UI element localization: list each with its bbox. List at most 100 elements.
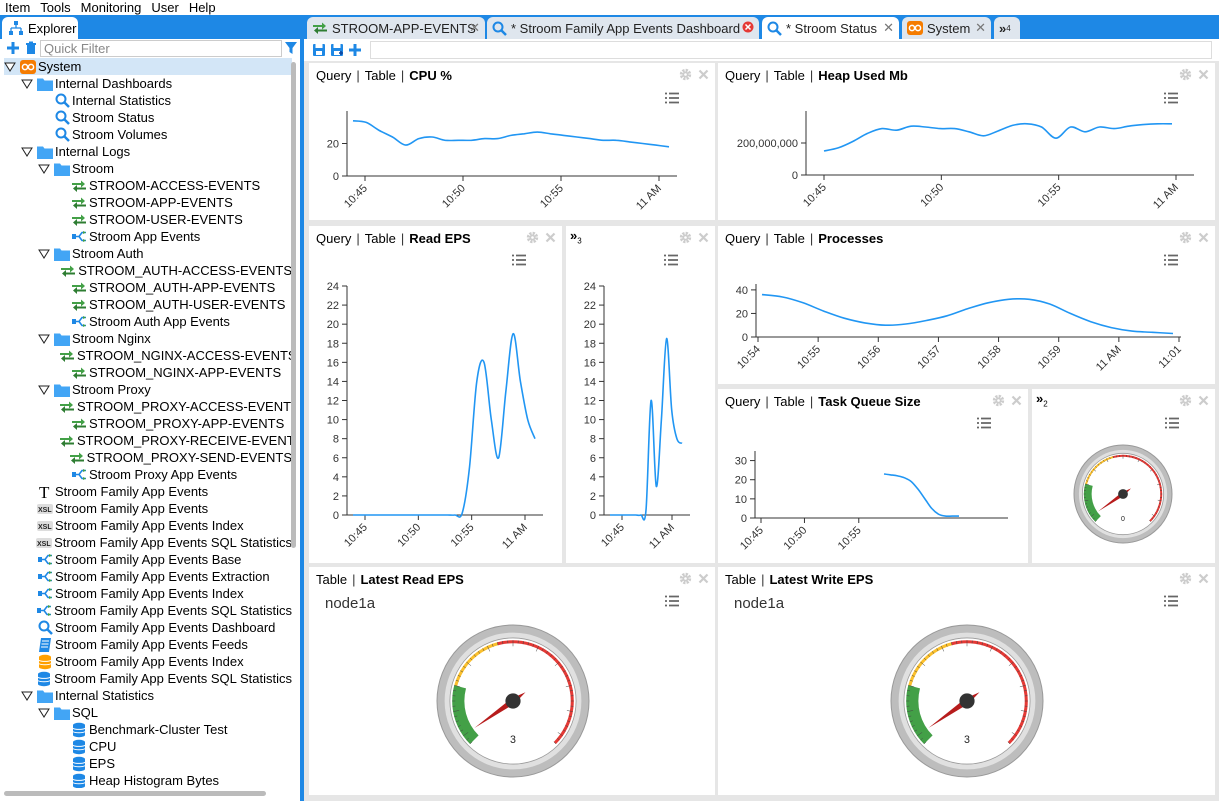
tree-item[interactable]: XSL Stroom Family App Events SQL Statisti… [21, 534, 292, 551]
menu-help[interactable]: Help [188, 0, 216, 15]
tree-item[interactable]: Stroom Family App Events Extraction [21, 568, 292, 585]
add-component-icon[interactable] [348, 43, 362, 57]
list-icon[interactable] [1164, 92, 1178, 107]
task-queue-tab[interactable]: Task Queue Size [818, 394, 921, 409]
tree-item[interactable]: Benchmark-Cluster Test [55, 721, 292, 738]
tree-item[interactable]: SQL [38, 704, 292, 721]
close-icon[interactable] [1198, 572, 1209, 588]
list-icon[interactable] [665, 595, 679, 610]
tree-item[interactable]: STROOM_PROXY-RECEIVE-EVENTS [55, 432, 292, 449]
tree-item[interactable]: Stroom Auth App Events [55, 313, 292, 330]
tree-item[interactable]: Stroom Proxy [38, 381, 292, 398]
tab-close-icon[interactable]: ✕ [883, 20, 894, 35]
table-tab[interactable]: Table [773, 231, 805, 246]
tree-item[interactable]: Stroom Status [38, 109, 292, 126]
tree-item[interactable]: STROOM-USER-EVENTS [55, 211, 292, 228]
tree-item[interactable]: Stroom Family App Events SQL Statistics [21, 670, 292, 687]
list-icon[interactable] [1165, 417, 1179, 432]
list-icon[interactable] [665, 92, 679, 107]
menu-user[interactable]: User [151, 0, 179, 15]
tab-2[interactable]: * Stroom Family App Events Dashboard [487, 17, 759, 39]
tree-item[interactable]: Internal Statistics [21, 687, 292, 704]
expand-toggle-icon[interactable] [38, 245, 50, 262]
close-icon[interactable] [1198, 231, 1209, 247]
tree-item[interactable]: CPU [55, 738, 292, 755]
table-tab[interactable]: Table [364, 68, 396, 83]
tree-item[interactable]: STROOM_PROXY-ACCESS-EVENTS [55, 398, 292, 415]
table-tab[interactable]: Table [316, 572, 348, 587]
gear-icon[interactable] [679, 231, 692, 247]
tree-item[interactable]: Stroom Family App Events SQL Statistics [21, 602, 292, 619]
expand-toggle-icon[interactable] [21, 75, 33, 92]
tab-1[interactable]: STROOM-APP-EVENTS ✕ [307, 17, 485, 39]
explorer-vertical-scrollbar[interactable] [291, 62, 296, 548]
close-icon[interactable] [1011, 394, 1022, 410]
close-icon[interactable] [698, 68, 709, 84]
gear-icon[interactable] [992, 394, 1005, 410]
tree-item[interactable]: STROOM_NGINX-ACCESS-EVENTS [55, 347, 292, 364]
gear-icon[interactable] [679, 68, 692, 84]
query-tab[interactable]: Query [725, 231, 761, 246]
expand-toggle-icon[interactable] [38, 381, 50, 398]
save-icon[interactable] [312, 43, 326, 57]
tree-item[interactable]: Stroom Volumes [38, 126, 292, 143]
tree-item[interactable]: Stroom App Events [55, 228, 292, 245]
expand-toggle-icon[interactable] [4, 58, 16, 75]
add-icon[interactable] [6, 41, 20, 55]
delete-icon[interactable] [24, 41, 38, 55]
latest-read-eps-tab[interactable]: Latest Read EPS [360, 572, 464, 587]
tree-item[interactable]: XSL Stroom Family App Events Index [21, 517, 292, 534]
quick-filter-input[interactable] [40, 40, 282, 57]
table-tab[interactable]: Table [773, 394, 805, 409]
tree-item[interactable]: STROOM_AUTH-USER-EVENTS [55, 296, 292, 313]
close-icon[interactable] [698, 572, 709, 588]
latest-write-eps-tab[interactable]: Latest Write EPS [769, 572, 874, 587]
explorer-horizontal-scrollbar[interactable] [4, 791, 266, 796]
split-divider[interactable] [300, 15, 304, 801]
tree-item[interactable]: Stroom Auth [38, 245, 292, 262]
tree-item[interactable]: STROOM_PROXY-APP-EVENTS [55, 415, 292, 432]
close-icon[interactable] [1198, 394, 1209, 410]
dashboard-params-input[interactable] [370, 41, 1212, 59]
tree-item[interactable]: Internal Logs [21, 143, 292, 160]
query-tab[interactable]: Query [725, 394, 761, 409]
gear-icon[interactable] [1179, 572, 1192, 588]
list-icon[interactable] [977, 417, 991, 432]
tabs-overflow-button[interactable]: » 4 [994, 17, 1020, 39]
gear-icon[interactable] [526, 231, 539, 247]
query-tab[interactable]: Query [316, 68, 352, 83]
tree-item[interactable]: STROOM-APP-EVENTS [55, 194, 292, 211]
tree-item[interactable]: Internal Statistics [38, 92, 292, 109]
tab-close-icon[interactable]: ✕ [469, 20, 480, 35]
table-tab[interactable]: Table [773, 68, 805, 83]
query-tab[interactable]: Query [316, 231, 352, 246]
tree-item[interactable]: Stroom Proxy App Events [55, 466, 292, 483]
tree-item[interactable]: STROOM_AUTH-APP-EVENTS [55, 279, 292, 296]
query-tab[interactable]: Query [725, 68, 761, 83]
menu-tools[interactable]: Tools [40, 0, 71, 15]
expand-toggle-icon[interactable] [38, 704, 50, 721]
tree-item[interactable]: Stroom Family App Events Feeds [21, 636, 292, 653]
tree-item[interactable]: T Stroom Family App Events [21, 483, 292, 500]
tree-item[interactable]: STROOM_PROXY-SEND-EVENTS [55, 449, 292, 466]
menu-monitoring[interactable]: Monitoring [80, 0, 142, 15]
heap-tab[interactable]: Heap Used Mb [818, 68, 908, 83]
hidden-tabs-button[interactable]: »2 [1036, 391, 1048, 409]
gear-icon[interactable] [679, 572, 692, 588]
tree-item[interactable]: STROOM_NGINX-APP-EVENTS [55, 364, 292, 381]
tree-item[interactable]: Stroom Family App Events Base [21, 551, 292, 568]
table-tab[interactable]: Table [725, 572, 757, 587]
tree-item[interactable]: Stroom Family App Events Index [21, 653, 292, 670]
cpu-tab[interactable]: CPU % [409, 68, 452, 83]
explorer-tab[interactable]: Explorer [2, 17, 78, 39]
tree-item[interactable]: STROOM_AUTH-ACCESS-EVENTS [55, 262, 292, 279]
list-icon[interactable] [1164, 595, 1178, 610]
expand-toggle-icon[interactable] [21, 143, 33, 160]
list-icon[interactable] [1164, 254, 1178, 269]
tree-item[interactable]: Heap Histogram Bytes [55, 772, 292, 788]
gear-icon[interactable] [1179, 394, 1192, 410]
tab-4[interactable]: System ✕ [902, 17, 991, 39]
tree-item[interactable]: EPS [55, 755, 292, 772]
tree-item[interactable]: System [4, 58, 292, 75]
table-tab[interactable]: Table [364, 231, 396, 246]
